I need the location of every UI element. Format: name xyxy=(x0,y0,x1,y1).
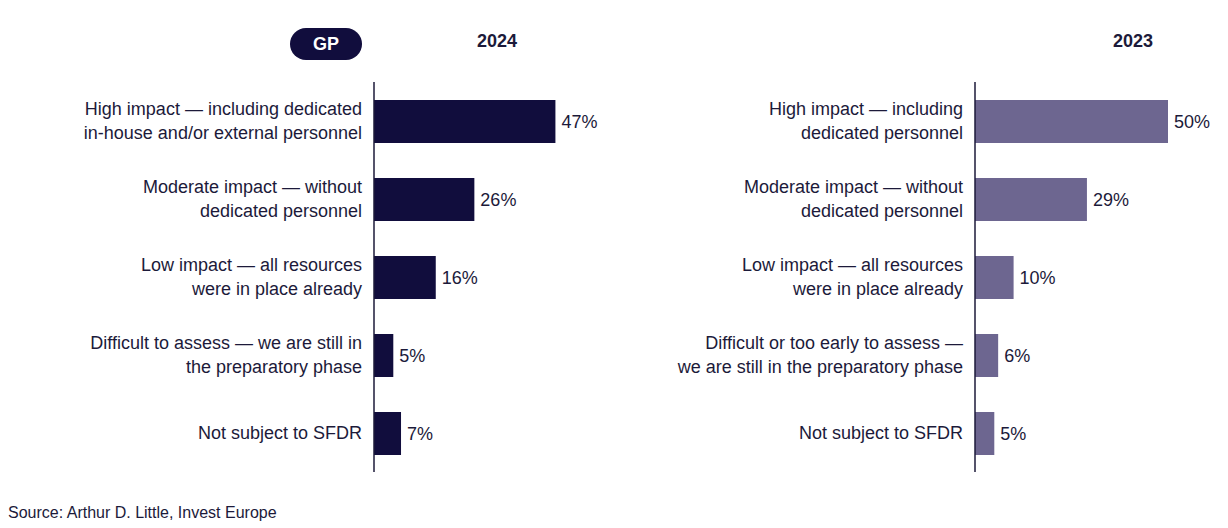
html-text:2023: 2023 xyxy=(1113,31,1153,51)
svg-text:47%: 47% xyxy=(561,112,597,132)
svg-text:Moderate impact — withoutdedic: Moderate impact — withoutdedicated perso… xyxy=(143,177,362,221)
svg-text:26%: 26% xyxy=(480,190,516,210)
svg-text:Not subject to SFDR: Not subject to SFDR xyxy=(198,423,362,443)
svg-text:5%: 5% xyxy=(1000,424,1026,444)
svg-text:Difficult or too early to asse: Difficult or too early to assess —we are… xyxy=(677,333,963,377)
svg-text:Moderate impact — withoutdedic: Moderate impact — withoutdedicated perso… xyxy=(744,177,963,221)
svg-text:7%: 7% xyxy=(407,424,433,444)
svg-text:Low impact — all resourceswere: Low impact — all resourceswere in place … xyxy=(742,255,963,299)
html-text:Source: Arthur D. Little, Inve: Source: Arthur D. Little, Invest Europe xyxy=(8,504,277,521)
svg-text:50%: 50% xyxy=(1174,112,1210,132)
svg-text:High impact — includingdedicat: High impact — includingdedicated personn… xyxy=(769,99,963,143)
html-text:2024: 2024 xyxy=(477,31,517,51)
svg-text:High impact — including dedica: High impact — including dedicatedin-hous… xyxy=(84,99,362,143)
svg-text:5%: 5% xyxy=(399,346,425,366)
svg-text:Not subject to SFDR: Not subject to SFDR xyxy=(799,423,963,443)
svg-text:Low impact — all resourceswere: Low impact — all resourceswere in place … xyxy=(141,255,362,299)
svg-text:6%: 6% xyxy=(1004,346,1030,366)
svg-text:16%: 16% xyxy=(442,268,478,288)
svg-text:Difficult to assess — we are s: Difficult to assess — we are still inthe… xyxy=(90,333,362,377)
html-text:GP: GP xyxy=(313,34,339,54)
svg-text:10%: 10% xyxy=(1020,268,1056,288)
svg-text:29%: 29% xyxy=(1093,190,1129,210)
